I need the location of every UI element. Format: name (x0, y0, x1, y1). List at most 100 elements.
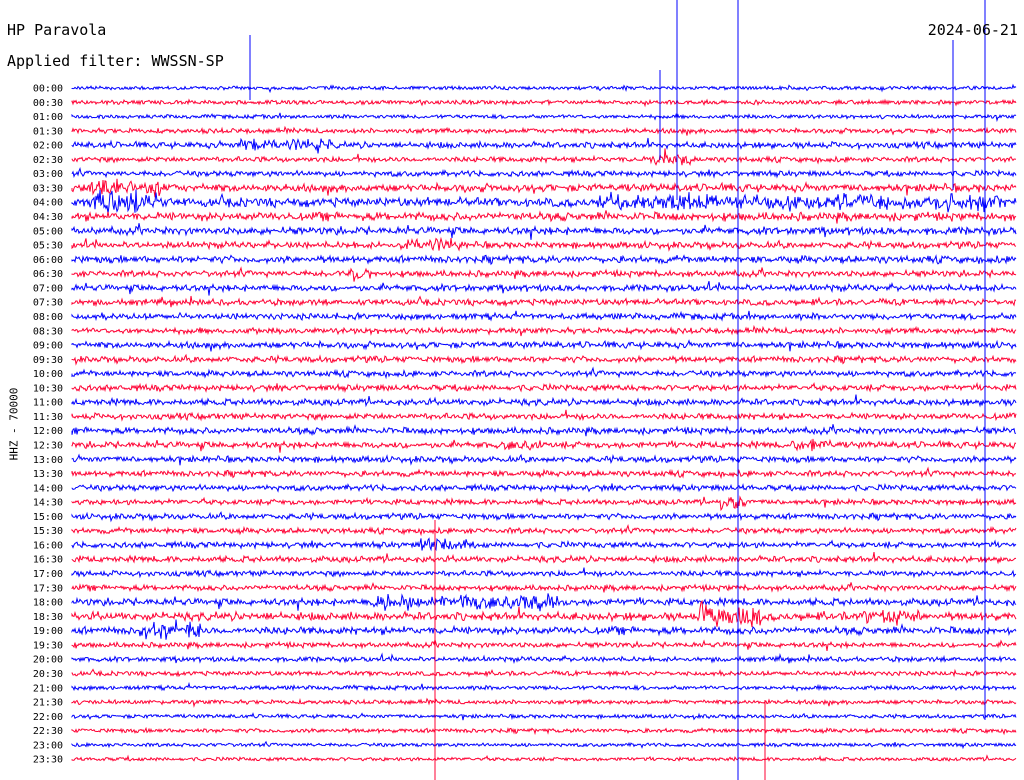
time-tick-0930: 09:30 (33, 355, 63, 366)
time-tick-1230: 12:30 (33, 441, 63, 452)
trace-row-1900 (71, 619, 1017, 640)
time-tick-0430: 04:30 (33, 212, 63, 223)
time-tick-0000: 00:00 (33, 84, 63, 95)
time-tick-1200: 12:00 (33, 426, 63, 437)
time-tick-2230: 22:30 (33, 726, 63, 737)
time-tick-1900: 19:00 (33, 626, 63, 637)
time-tick-0300: 03:00 (33, 169, 63, 180)
trace-row-0230 (71, 148, 1017, 167)
trace-row-1700 (71, 567, 1017, 579)
trace-row-1630 (71, 552, 1017, 565)
trace-row-0530 (71, 236, 1017, 252)
time-tick-0500: 05:00 (33, 226, 63, 237)
time-tick-0230: 02:30 (33, 155, 63, 166)
time-tick-0830: 08:30 (33, 326, 63, 337)
time-tick-0330: 03:30 (33, 184, 63, 195)
trace-row-0100 (71, 112, 1017, 123)
time-tick-1730: 17:30 (33, 583, 63, 594)
trace-row-0030 (71, 98, 1017, 108)
trace-row-2300 (71, 740, 1017, 750)
trace-row-0500 (71, 223, 1017, 240)
trace-row-2130 (71, 697, 1017, 708)
time-tick-0700: 07:00 (33, 283, 63, 294)
time-tick-0630: 06:30 (33, 269, 63, 280)
trace-row-2030 (71, 668, 1017, 678)
trace-row-0600 (71, 253, 1017, 266)
trace-row-0330 (71, 178, 1017, 198)
time-tick-labels: 00:00 00:30 01:00 01:30 02:00 02:30 03:00 03:30… (33, 84, 63, 766)
time-tick-2200: 22:00 (33, 712, 63, 723)
time-tick-2030: 20:30 (33, 669, 63, 680)
station-title: HP Paravola (7, 21, 107, 39)
trace-row-0930 (71, 353, 1017, 366)
trace-row-1600 (71, 537, 1017, 552)
time-tick-2300: 23:00 (33, 740, 63, 751)
time-tick-1330: 13:30 (33, 469, 63, 480)
time-tick-1500: 15:00 (33, 512, 63, 523)
trace-row-1000 (71, 366, 1017, 380)
time-tick-1530: 15:30 (33, 526, 63, 537)
trace-row-1330 (71, 466, 1017, 480)
event-spikes (249, 0, 986, 780)
trace-row-1230 (71, 438, 1017, 453)
time-tick-0530: 05:30 (33, 241, 63, 252)
time-tick-1430: 14:30 (33, 498, 63, 509)
time-tick-0400: 04:00 (33, 198, 63, 209)
time-tick-0130: 01:30 (33, 126, 63, 137)
time-tick-0900: 09:00 (33, 341, 63, 352)
trace-row-1830 (71, 599, 1017, 628)
trace-row-1800 (71, 593, 1017, 612)
trace-row-1130 (71, 409, 1017, 422)
time-tick-1400: 14:00 (33, 483, 63, 494)
time-tick-1100: 11:00 (33, 398, 63, 409)
trace-row-0630 (71, 266, 1017, 282)
trace-row-0800 (71, 310, 1017, 322)
time-tick-0200: 02:00 (33, 141, 63, 152)
time-tick-1800: 18:00 (33, 598, 63, 609)
trace-row-2200 (71, 712, 1017, 721)
filter-label: Applied filter: WWSSN-SP (7, 52, 224, 70)
trace-row-2330 (71, 754, 1017, 762)
trace-row-0730 (71, 295, 1017, 308)
time-tick-0800: 08:00 (33, 312, 63, 323)
time-tick-2100: 21:00 (33, 683, 63, 694)
trace-row-0000 (71, 83, 1017, 94)
trace-row-1030 (71, 381, 1017, 394)
trace-row-0200 (71, 137, 1017, 154)
time-tick-0600: 06:00 (33, 255, 63, 266)
time-tick-1300: 13:00 (33, 455, 63, 466)
channel-label: HHZ - 70000 (7, 387, 21, 461)
trace-row-0900 (71, 339, 1017, 352)
trace-row-1530 (71, 523, 1017, 537)
trace-row-2100 (71, 681, 1017, 692)
trace-row-1500 (71, 511, 1017, 523)
time-tick-1000: 10:00 (33, 369, 63, 380)
time-tick-2330: 23:30 (33, 755, 63, 766)
time-tick-1600: 16:00 (33, 541, 63, 552)
trace-row-0430 (71, 210, 1017, 224)
trace-group (71, 83, 1017, 762)
trace-row-1100 (71, 394, 1017, 408)
time-tick-2130: 21:30 (33, 698, 63, 709)
time-tick-0100: 01:00 (33, 112, 63, 123)
trace-row-2230 (71, 726, 1017, 736)
time-tick-1930: 19:30 (33, 640, 63, 651)
trace-row-1930 (71, 637, 1017, 651)
time-tick-1130: 11:30 (33, 412, 63, 423)
date-label: 2024-06-21 (927, 21, 1018, 39)
trace-row-0300 (71, 166, 1017, 179)
trace-row-1400 (71, 482, 1017, 493)
time-tick-1630: 16:30 (33, 555, 63, 566)
time-tick-1700: 17:00 (33, 569, 63, 580)
time-tick-2000: 20:00 (33, 655, 63, 666)
trace-row-0700 (71, 281, 1017, 296)
time-tick-0730: 07:30 (33, 298, 63, 309)
time-tick-1030: 10:30 (33, 383, 63, 394)
trace-row-0400 (71, 189, 1017, 214)
trace-row-0130 (71, 125, 1017, 136)
time-tick-1830: 18:30 (33, 612, 63, 623)
trace-row-1200 (71, 424, 1017, 437)
trace-row-0830 (71, 324, 1017, 337)
trace-row-2000 (71, 652, 1017, 665)
